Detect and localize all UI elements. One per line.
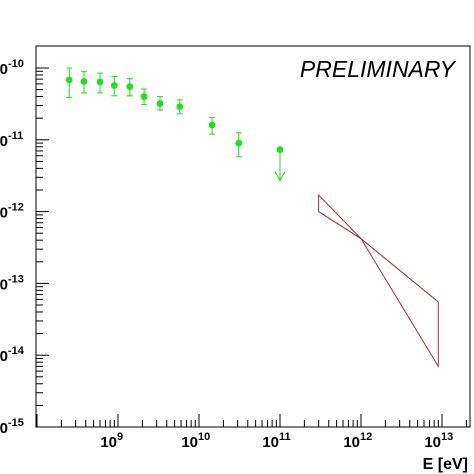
- data-point: [80, 78, 88, 85]
- y-tick-exponent: -15: [8, 417, 24, 429]
- plot-border: [35, 45, 471, 428]
- y-tick-label: 0: [0, 205, 8, 222]
- data-point: [208, 121, 216, 129]
- data-marks: [65, 67, 439, 369]
- x-tick-exponent: 10: [198, 431, 210, 443]
- x-tick-label: 10: [343, 434, 360, 451]
- data-point: [65, 76, 73, 84]
- data-point: [110, 82, 118, 89]
- axis-ticks: [36, 67, 467, 428]
- y-tick-label: 0: [0, 348, 8, 365]
- x-tick-label: 10: [262, 434, 279, 451]
- x-tick-exponent: 11: [279, 431, 291, 443]
- y-tick-exponent: -13: [8, 273, 24, 285]
- data-point: [156, 100, 164, 107]
- y-tick-exponent: -11: [8, 130, 23, 142]
- x-tick-exponent: 13: [441, 431, 453, 443]
- data-point: [235, 139, 243, 147]
- data-point: [176, 103, 184, 110]
- y-tick-label: 0: [0, 133, 8, 150]
- data-point: [126, 83, 134, 91]
- upper-limit-arrowhead: [274, 171, 286, 182]
- y-tick-label: 0: [0, 61, 8, 78]
- preliminary-annotation: PRELIMINARY: [300, 56, 457, 82]
- data-point: [140, 93, 148, 100]
- x-tick-exponent: 9: [117, 431, 123, 443]
- y-tick-exponent: -14: [8, 345, 25, 357]
- y-tick-exponent: -10: [8, 58, 24, 70]
- y-tick-label: 0: [0, 276, 8, 293]
- x-axis-label: E [eV]: [423, 456, 468, 473]
- x-tick-label: 10: [100, 434, 117, 451]
- tick-labels: 10 9 10 10 10 11 10 12 10 130 -100 -110 -120 -130 -140…: [0, 58, 453, 451]
- y-tick-exponent: -12: [8, 202, 24, 214]
- data-point: [96, 78, 104, 86]
- butterfly-contour: [318, 193, 439, 369]
- plot-frame: [35, 45, 471, 428]
- upper-limit-point: [276, 146, 284, 154]
- y-tick-label: 0: [0, 420, 8, 437]
- x-tick-exponent: 12: [360, 431, 372, 443]
- x-tick-label: 10: [424, 434, 441, 451]
- x-tick-label: 10: [181, 434, 198, 451]
